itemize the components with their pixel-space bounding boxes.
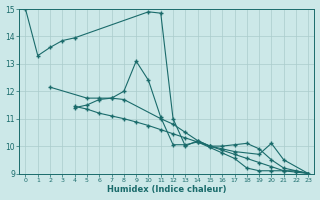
X-axis label: Humidex (Indice chaleur): Humidex (Indice chaleur) xyxy=(107,185,227,194)
